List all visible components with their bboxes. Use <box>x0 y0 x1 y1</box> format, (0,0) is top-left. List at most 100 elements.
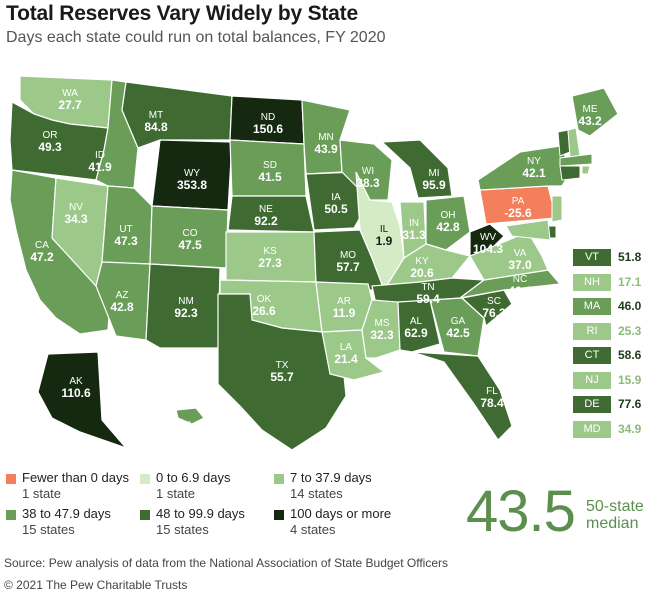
ne-box-abbr: CT <box>573 347 611 364</box>
state-oh <box>425 195 471 251</box>
state-abbr: SC <box>487 296 501 307</box>
state-value: 47.2 <box>30 250 54 264</box>
state-abbr: OK <box>257 294 272 305</box>
state-abbr: NV <box>69 202 83 213</box>
ne-box-value: 46.0 <box>618 299 642 313</box>
legend-label: 0 to 6.9 days <box>156 470 231 485</box>
state-value: 31.3 <box>402 228 426 242</box>
state-value: 32.3 <box>370 328 394 342</box>
state-value: 47.7 <box>174 430 198 444</box>
legend-count: 1 state <box>156 486 196 501</box>
state-value: 59.4 <box>416 292 440 306</box>
ne-box-ri: RI 25.3 <box>573 322 645 340</box>
state-az <box>95 261 151 341</box>
state-abbr: WI <box>362 166 374 177</box>
state-value: 42.8 <box>436 220 460 234</box>
state-abbr: NC <box>513 274 527 285</box>
state-ga <box>429 297 485 357</box>
state-abbr: NE <box>259 204 273 215</box>
state-abbr: ID <box>95 150 105 161</box>
ne-box-value: 17.1 <box>618 274 642 289</box>
state-ma <box>559 153 593 167</box>
legend-count: 1 state <box>22 486 62 501</box>
ne-box-value: 77.6 <box>618 397 642 411</box>
state-abbr: VA <box>514 248 527 259</box>
state-nm <box>145 263 221 349</box>
state-value: 41.5 <box>258 170 282 184</box>
state-value: 76.3 <box>482 306 506 320</box>
state-nh <box>567 127 581 159</box>
state-ri <box>581 165 591 175</box>
legend-count: 14 states <box>290 486 343 501</box>
state-value: 11.9 <box>333 306 356 320</box>
legend-item: 100 days or more 4 states <box>274 506 424 542</box>
state-abbr: WA <box>62 88 78 99</box>
state-ak <box>37 351 128 450</box>
ne-box-abbr: NJ <box>573 371 611 389</box>
state-abbr: IA <box>331 192 341 203</box>
legend-count: 15 states <box>156 522 209 537</box>
state-value: 55.7 <box>270 370 294 384</box>
state-value: 34.3 <box>64 212 88 226</box>
ne-box-md: MD 34.9 <box>573 420 645 438</box>
state-value: 104.3 <box>473 242 503 256</box>
state-value: 92.3 <box>174 306 198 320</box>
state-abbr: AK <box>69 376 83 387</box>
state-value: 41.9 <box>88 160 112 174</box>
state-md <box>505 219 551 241</box>
state-value: 84.8 <box>144 120 168 134</box>
state-value: 353.8 <box>177 178 207 192</box>
state-value: -25.6 <box>504 206 532 220</box>
state-al <box>397 299 441 353</box>
legend-item: 0 to 6.9 days 1 state <box>140 470 290 506</box>
state-abbr: UT <box>119 224 132 235</box>
state-value: 42.5 <box>446 326 470 340</box>
state-abbr: CO <box>183 228 198 239</box>
state-tx <box>217 293 347 451</box>
state-wv <box>469 223 505 257</box>
state-value: 47.3 <box>114 234 138 248</box>
state-abbr: IN <box>409 218 419 229</box>
state-abbr: WY <box>184 168 200 179</box>
state-abbr: GA <box>451 316 466 327</box>
state-value: 95.9 <box>422 178 446 192</box>
state-value: 20.6 <box>410 266 434 280</box>
state-hi <box>175 407 205 425</box>
median-label-line2: median <box>586 515 639 532</box>
ne-box-vt: VT 51.8 <box>573 249 645 266</box>
state-value: 43.2 <box>578 114 602 128</box>
state-abbr: MI <box>428 168 439 179</box>
state-mi <box>380 139 453 199</box>
state-nc <box>459 269 562 299</box>
state-value: 37.0 <box>508 258 532 272</box>
legend-swatch <box>140 510 150 520</box>
state-mt <box>121 81 233 149</box>
legend-swatch <box>6 474 16 484</box>
state-value: 110.6 <box>61 386 91 400</box>
ne-box-de: DE 77.6 <box>573 396 645 413</box>
legend-label: 48 to 99.9 days <box>156 506 245 521</box>
ne-box-abbr: NH <box>573 273 611 291</box>
state-abbr: ME <box>583 104 598 115</box>
median-label-line1: 50-state <box>586 498 644 515</box>
